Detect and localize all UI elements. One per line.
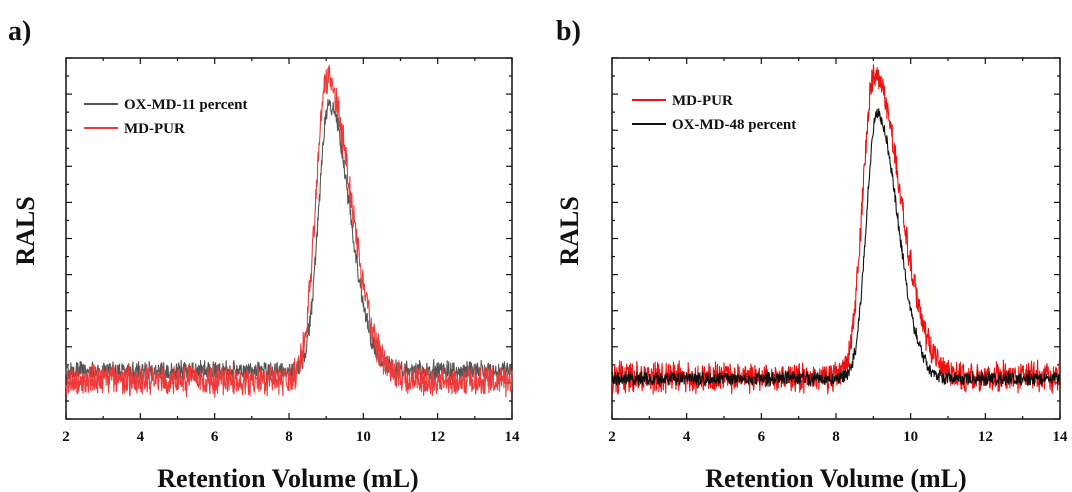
x-tick-label: 8 xyxy=(285,429,293,445)
panel-a: a) RALS Retention Volume (mL) 2 4 6 8 10 12 14… xyxy=(8,16,520,492)
panel-a-legend-label-1: OX-MD-11 percent xyxy=(124,97,247,113)
x-tick-label: 6 xyxy=(211,429,219,445)
series-line-2 xyxy=(65,64,513,398)
x-tick-label: 12 xyxy=(978,429,993,445)
panel-b-label: b) xyxy=(556,16,581,47)
series-line-1 xyxy=(65,98,513,383)
x-tick-label: 2 xyxy=(62,429,70,445)
panel-a-legend: OX-MD-11 percent MD-PUR xyxy=(84,97,247,137)
panel-b: b) RALS Retention Volume (mL) 2 4 6 8 10 12 14… xyxy=(555,16,1068,492)
panel-b-legend-label-1: MD-PUR xyxy=(672,93,733,109)
x-tick-label: 4 xyxy=(137,429,145,445)
panel-b-plot-area: 2 4 6 8 10 12 14 xyxy=(608,57,1069,445)
panel-b-y-axis-title: RALS xyxy=(555,196,584,265)
series-line-2 xyxy=(611,108,1061,388)
series-line-1 xyxy=(611,64,1061,395)
x-tick-label: 14 xyxy=(1053,429,1069,445)
panel-a-plot-area: 2 4 6 8 10 12 14 xyxy=(62,57,521,445)
panel-b-legend-label-2: OX-MD-48 percent xyxy=(672,117,796,133)
panel-a-x-axis-title: Retention Volume (mL) xyxy=(157,464,418,492)
x-tick-label: 10 xyxy=(903,429,918,445)
panel-a-y-axis-title: RALS xyxy=(11,196,40,265)
x-tick-label: 14 xyxy=(505,429,521,445)
x-tick-label: 12 xyxy=(430,429,445,445)
x-tick-label: 8 xyxy=(832,429,840,445)
x-tick-label: 2 xyxy=(608,429,616,445)
panel-b-x-axis-title: Retention Volume (mL) xyxy=(705,464,966,492)
x-tick-label: 6 xyxy=(758,429,766,445)
panel-a-label: a) xyxy=(8,16,31,47)
panel-b-legend: MD-PUR OX-MD-48 percent xyxy=(632,93,796,133)
x-tick-label: 4 xyxy=(683,429,691,445)
x-tick-label: 10 xyxy=(356,429,371,445)
panel-a-legend-label-2: MD-PUR xyxy=(124,121,185,137)
